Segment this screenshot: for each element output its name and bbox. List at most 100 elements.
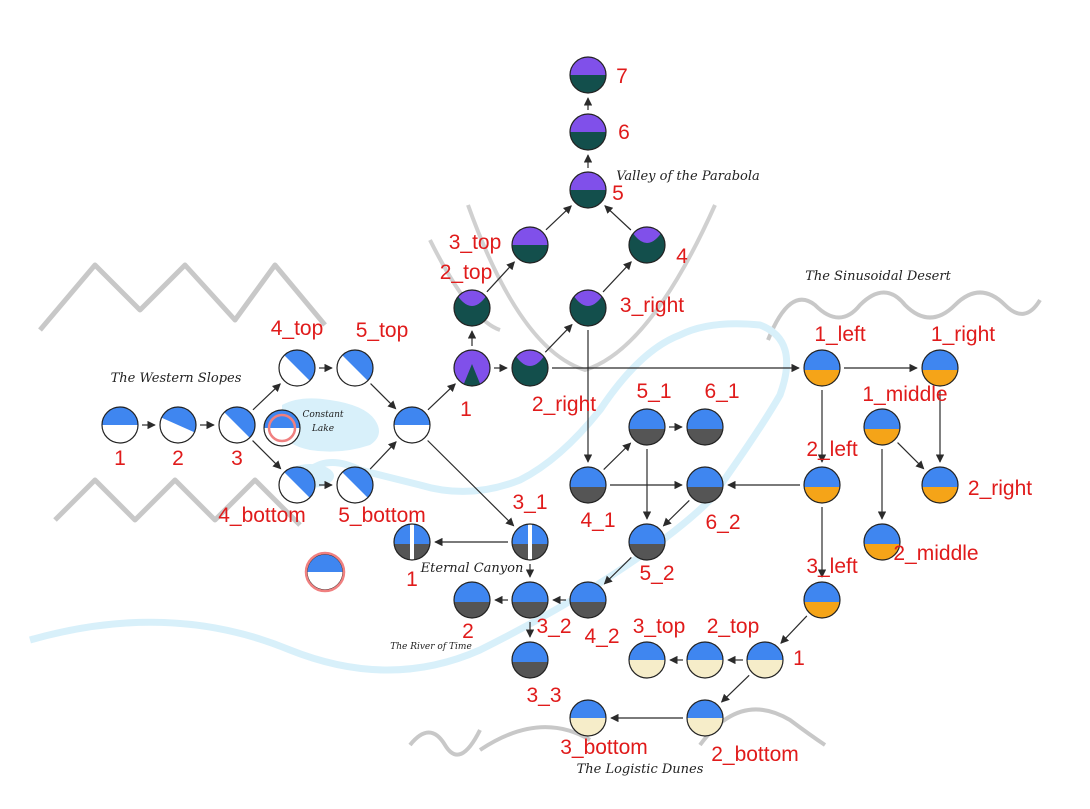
node-label-c31: 3_1 bbox=[512, 491, 547, 514]
node-fill bbox=[570, 582, 606, 618]
node-c41[interactable]: 4_1 bbox=[569, 466, 616, 532]
node-fill bbox=[687, 467, 723, 503]
node-label-v4: 4 bbox=[676, 245, 688, 268]
node-fill bbox=[570, 57, 606, 93]
ground bbox=[922, 370, 958, 386]
node-l1[interactable]: 1 bbox=[746, 641, 805, 679]
node-l3t[interactable]: 3_top bbox=[628, 615, 686, 679]
node-d2r[interactable]: 2_right bbox=[921, 466, 1032, 505]
canyon-wall bbox=[528, 524, 532, 560]
node-label-v5: 5 bbox=[612, 182, 624, 205]
node-outline bbox=[863, 523, 901, 561]
node-d1l[interactable]: 1_left bbox=[803, 323, 866, 388]
ground bbox=[337, 350, 373, 386]
node-outline bbox=[278, 466, 316, 504]
node-label-ws3: 3 bbox=[231, 447, 243, 470]
edge-d1m-d2r bbox=[897, 442, 925, 470]
node-outline bbox=[921, 466, 959, 504]
node-outline bbox=[863, 408, 901, 446]
node-legend_sample[interactable] bbox=[304, 551, 346, 593]
node-outline bbox=[803, 466, 841, 504]
node-ws5t[interactable]: 5_top bbox=[336, 319, 408, 387]
node-outline bbox=[569, 289, 607, 327]
node-outline bbox=[159, 406, 197, 444]
node-outline bbox=[511, 349, 549, 387]
node-d2m[interactable]: 2_middle bbox=[863, 523, 979, 565]
node-ws3[interactable]: 3 bbox=[218, 406, 256, 470]
node-fill bbox=[454, 350, 490, 386]
node-ws4t[interactable]: 4_top bbox=[271, 317, 324, 387]
node-d1r[interactable]: 1_right bbox=[921, 323, 995, 388]
edge-c41-c51 bbox=[603, 442, 632, 471]
node-fill bbox=[629, 227, 665, 263]
node-l2t[interactable]: 2_top bbox=[686, 615, 760, 679]
node-ws5b[interactable]: 5_bottom bbox=[336, 466, 426, 527]
node-d3l[interactable]: 3_left bbox=[803, 555, 858, 620]
node-fill bbox=[864, 524, 900, 560]
node-v5[interactable]: 5 bbox=[569, 171, 624, 209]
node-outline bbox=[569, 171, 607, 209]
node-lake_small[interactable] bbox=[263, 409, 301, 447]
ground bbox=[747, 660, 783, 678]
node-c52[interactable]: 5_2 bbox=[628, 523, 675, 585]
node-label-c1: 1 bbox=[406, 568, 418, 591]
node-c31[interactable]: 3_1 bbox=[511, 491, 549, 562]
node-c1[interactable]: 1 bbox=[393, 523, 431, 591]
node-v4[interactable]: 4 bbox=[628, 226, 688, 268]
node-fill bbox=[922, 467, 958, 503]
node-label-ws2: 2 bbox=[172, 447, 184, 470]
highlight-ring bbox=[267, 413, 297, 443]
ground bbox=[454, 602, 490, 618]
node-v1[interactable]: 1 bbox=[453, 349, 491, 421]
node-outline bbox=[101, 406, 139, 444]
node-v2t[interactable]: 2_top bbox=[440, 261, 493, 327]
valley-ground bbox=[629, 227, 665, 263]
valley-ground bbox=[454, 290, 490, 326]
node-label-l2t: 2_top bbox=[707, 615, 760, 638]
node-fill bbox=[102, 407, 138, 443]
ground bbox=[160, 417, 196, 443]
node-label-v7: 7 bbox=[616, 65, 628, 88]
node-outline bbox=[746, 641, 784, 679]
node-label-ws4t: 4_top bbox=[271, 317, 324, 340]
node-c42[interactable]: 4_2 bbox=[569, 581, 620, 648]
node-label-v2r: 2_right bbox=[532, 393, 596, 416]
ground bbox=[804, 487, 840, 503]
node-label-c61: 6_1 bbox=[704, 380, 739, 403]
node-wsm[interactable] bbox=[393, 406, 431, 444]
node-v2r[interactable]: 2_right bbox=[511, 349, 596, 416]
ground bbox=[629, 660, 665, 678]
node-l2b[interactable]: 2_bottom bbox=[686, 699, 799, 766]
node-outline bbox=[686, 641, 724, 679]
node-v3r[interactable]: 3_right bbox=[569, 289, 684, 327]
ground bbox=[279, 467, 315, 503]
node-d1m[interactable]: 1_middle bbox=[862, 383, 948, 447]
node-label-l3t: 3_top bbox=[633, 615, 686, 638]
node-label-ws1: 1 bbox=[114, 447, 126, 470]
node-outline bbox=[453, 289, 491, 327]
region-western-slopes: The Western Slopes bbox=[111, 371, 242, 386]
node-v7[interactable]: 7 bbox=[569, 56, 628, 94]
region-logistic-dunes: The Logistic Dunes bbox=[577, 762, 704, 777]
region-eternal-canyon: Eternal Canyon bbox=[420, 561, 524, 576]
node-fill bbox=[804, 467, 840, 503]
edge-v2t-v3t bbox=[486, 261, 515, 293]
node-c61[interactable]: 6_1 bbox=[686, 380, 740, 447]
node-v3t[interactable]: 3_top bbox=[449, 226, 549, 264]
ground bbox=[687, 487, 723, 503]
node-c33[interactable]: 3_3 bbox=[511, 641, 562, 707]
node-c51[interactable]: 5_1 bbox=[628, 380, 672, 447]
node-ws2[interactable]: 2 bbox=[159, 406, 197, 470]
node-ws4b[interactable]: 4_bottom bbox=[218, 466, 316, 527]
node-c2[interactable]: 2 bbox=[453, 581, 491, 643]
node-v6[interactable]: 6 bbox=[569, 113, 630, 151]
node-fill bbox=[307, 554, 343, 590]
node-label-d2l: 2_left bbox=[806, 438, 858, 461]
node-ws1[interactable]: 1 bbox=[101, 406, 139, 470]
node-d2l[interactable]: 2_left bbox=[803, 438, 858, 505]
node-c62[interactable]: 6_2 bbox=[686, 466, 741, 534]
node-l3b[interactable]: 3_bottom bbox=[560, 699, 648, 759]
node-c32[interactable]: 3_2 bbox=[511, 581, 572, 638]
node-outline bbox=[803, 581, 841, 619]
desert-waves bbox=[766, 290, 1042, 341]
